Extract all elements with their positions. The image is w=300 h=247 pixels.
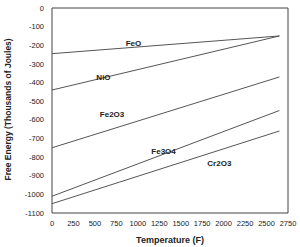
svg-text:2000: 2000 [215, 219, 232, 228]
svg-text:1500: 1500 [172, 219, 189, 228]
svg-text:-300: -300 [29, 60, 44, 69]
svg-text:250: 250 [67, 219, 80, 228]
svg-text:Temperature (F): Temperature (F) [136, 235, 204, 245]
svg-text:-1100: -1100 [25, 209, 44, 218]
svg-text:-700: -700 [29, 134, 44, 143]
svg-text:750: 750 [110, 219, 123, 228]
svg-text:1000: 1000 [129, 219, 146, 228]
svg-text:Fe3O4: Fe3O4 [151, 147, 176, 156]
svg-text:1750: 1750 [194, 219, 211, 228]
svg-text:-800: -800 [29, 153, 44, 162]
svg-text:2250: 2250 [237, 219, 254, 228]
svg-text:0: 0 [50, 219, 54, 228]
svg-text:-600: -600 [29, 115, 44, 124]
svg-text:0: 0 [40, 4, 44, 13]
svg-text:Cr2O3: Cr2O3 [207, 159, 232, 168]
svg-text:FeO: FeO [126, 39, 142, 48]
svg-text:Free Energy (Thousands of Joul: Free Energy (Thousands of Joules) [8, 38, 13, 180]
svg-text:-900: -900 [29, 171, 44, 180]
svg-text:500: 500 [89, 219, 102, 228]
svg-text:-100: -100 [29, 22, 44, 31]
svg-text:NiO: NiO [96, 73, 110, 82]
svg-text:-400: -400 [29, 78, 44, 87]
svg-text:1250: 1250 [151, 219, 168, 228]
svg-text:-500: -500 [29, 97, 44, 106]
svg-text:-1000: -1000 [25, 190, 44, 199]
svg-text:-200: -200 [29, 41, 44, 50]
svg-text:Fe2O3: Fe2O3 [100, 110, 125, 119]
svg-text:2500: 2500 [258, 219, 275, 228]
svg-text:2750: 2750 [280, 219, 292, 228]
